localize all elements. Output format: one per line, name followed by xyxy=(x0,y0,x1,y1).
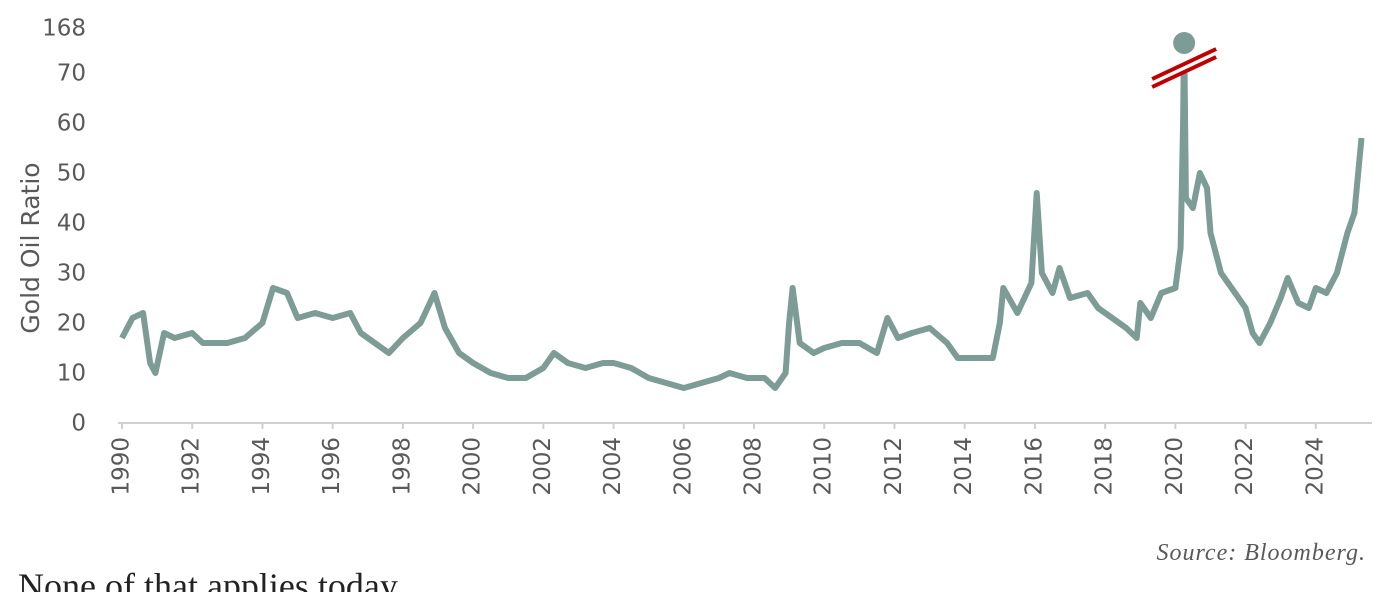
y-tick-label: 60 xyxy=(57,111,86,137)
x-tick-label: 2020 xyxy=(1162,437,1188,496)
y-tick-label: 10 xyxy=(57,361,86,387)
line-group xyxy=(119,73,1365,391)
x-tick-label: 2002 xyxy=(530,437,556,496)
y-tick-label: 40 xyxy=(57,211,86,237)
x-tick-label: 2012 xyxy=(881,437,907,496)
axis-break-mark xyxy=(1151,55,1217,89)
y-tick-label: 50 xyxy=(57,161,86,187)
x-tick-label: 2014 xyxy=(951,437,977,496)
x-tick-label: 1990 xyxy=(109,437,135,496)
source: Source: Bloomberg. xyxy=(1156,540,1366,566)
y-axis-label: Gold Oil Ratio xyxy=(16,162,45,333)
x-tick-label: 1996 xyxy=(319,437,345,496)
axis-break-mark xyxy=(1151,47,1217,81)
x-tick-label: 2010 xyxy=(811,437,837,496)
series-line xyxy=(119,73,1365,391)
x-tick-label: 2024 xyxy=(1302,437,1328,496)
y-tick-label: 70 xyxy=(57,61,86,87)
y-tick-label: 168 xyxy=(42,16,86,42)
x-tick-label: 2016 xyxy=(1021,437,1047,496)
x-tick-label: 2022 xyxy=(1232,437,1258,496)
x-tick-label: 2000 xyxy=(460,437,486,496)
peak-point xyxy=(1173,32,1196,54)
y-tick-label: 0 xyxy=(71,411,86,437)
y-tick-label: 20 xyxy=(57,311,86,337)
caption: None of that applies today. xyxy=(18,566,405,592)
x-tick-label: 1992 xyxy=(179,437,205,496)
x-tick-label: 2018 xyxy=(1092,437,1118,496)
y-tick-label: 30 xyxy=(57,261,86,287)
x-tick-label: 2008 xyxy=(741,437,767,496)
x-tick-label: 2004 xyxy=(600,437,626,496)
x-tick-label: 1994 xyxy=(249,437,275,496)
x-tick-label: 2006 xyxy=(670,437,696,496)
x-tick-label: 1998 xyxy=(389,437,415,496)
